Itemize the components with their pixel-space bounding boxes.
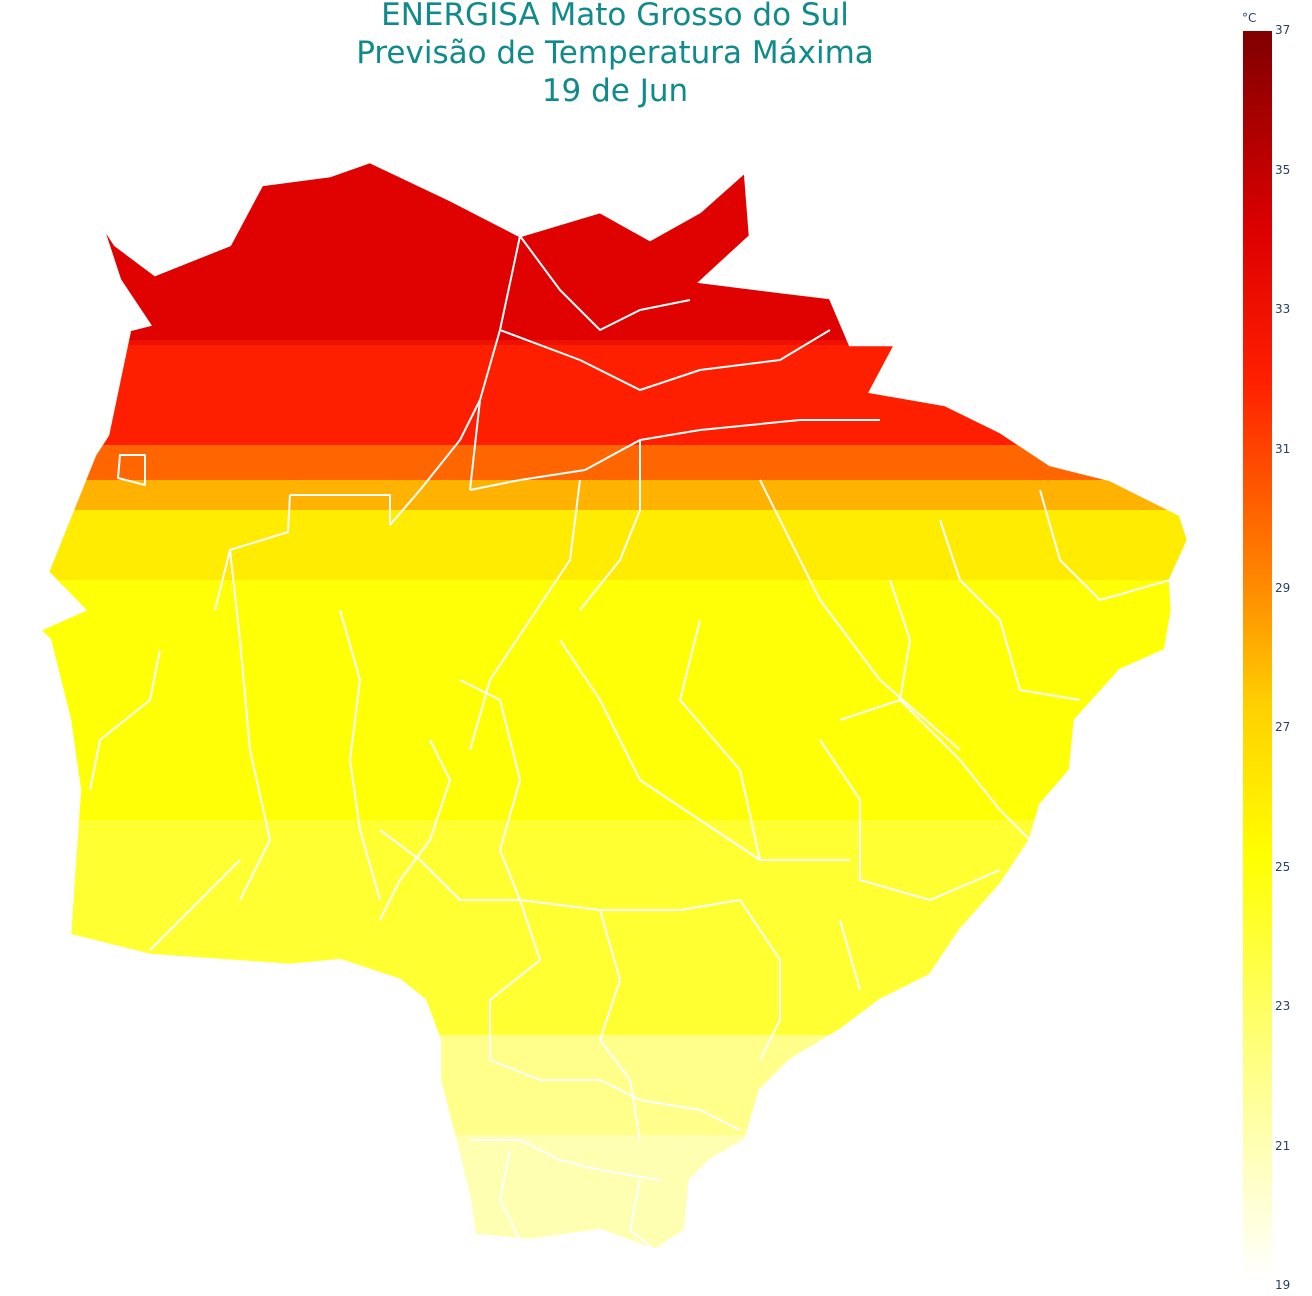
- municipality-border: [339, 609, 381, 901]
- colorbar-tick-label: 25: [1275, 860, 1291, 874]
- temperature-band: [40, 340, 1188, 345]
- colorbar-tick-label: 37: [1275, 23, 1291, 37]
- municipality-border: [759, 479, 961, 751]
- temperature-band: [40, 345, 1188, 445]
- municipality-border: [229, 549, 271, 901]
- municipality-border: [499, 329, 831, 391]
- municipality-border: [459, 679, 521, 901]
- municipality-border: [939, 519, 1081, 701]
- colorbar: [1243, 31, 1272, 1280]
- municipality-border: [214, 494, 291, 611]
- colorbar-tick-label: 19: [1275, 1278, 1291, 1292]
- municipality-border: [839, 919, 861, 991]
- municipality-border: [117, 454, 146, 486]
- municipality-border: [469, 235, 521, 491]
- municipality-border: [579, 440, 641, 611]
- municipality-border: [629, 1179, 656, 1251]
- municipality-border: [739, 899, 781, 1061]
- colorbar-tick-label: 35: [1275, 163, 1291, 177]
- municipality-border: [489, 899, 541, 1060]
- municipality-border: [559, 639, 761, 861]
- colorbar-unit-label: °C: [1242, 11, 1257, 25]
- temperature-band: [40, 1135, 1188, 1250]
- temperature-band: [40, 510, 1188, 580]
- temperature-band: [40, 1035, 1188, 1135]
- municipality-border: [519, 235, 691, 331]
- municipality-border: [470, 1139, 661, 1181]
- temperature-band: [40, 445, 1188, 480]
- temperature-bands: [40, 162, 1188, 1250]
- municipality-border: [839, 579, 911, 721]
- municipality-border: [819, 739, 1001, 901]
- colorbar-tick-label: 21: [1275, 1139, 1291, 1153]
- municipality-border: [499, 1149, 521, 1241]
- map-title-line-2: Previsão de Temperatura Máxima: [356, 35, 874, 71]
- colorbar-tick-label: 29: [1275, 581, 1291, 595]
- temperature-band: [40, 580, 1188, 820]
- temperature-band: [40, 480, 1188, 510]
- colorbar-tick-label: 31: [1275, 442, 1291, 456]
- municipality-border: [469, 479, 581, 751]
- municipality-border: [899, 699, 1031, 841]
- temperature-band: [40, 820, 1188, 1035]
- colorbar-tick-label: 23: [1275, 999, 1291, 1013]
- colorbar-tick-label: 27: [1275, 720, 1291, 734]
- municipality-border: [149, 859, 241, 951]
- municipality-border: [489, 1059, 741, 1131]
- municipality-border: [389, 399, 481, 526]
- municipality-border: [599, 909, 641, 1141]
- municipality-border: [679, 619, 850, 861]
- municipality-border: [89, 649, 161, 791]
- municipality-border: [1039, 489, 1171, 601]
- municipality-border: [379, 739, 451, 921]
- map-title-line-1: ENERGISA Mato Grosso do Sul: [381, 0, 849, 33]
- municipality-borders: [89, 235, 1171, 1251]
- colorbar-tick-label: 33: [1275, 302, 1291, 316]
- map-title-line-3: 19 de Jun: [541, 73, 689, 109]
- temperature-band: [40, 162, 1188, 340]
- municipality-border: [290, 494, 391, 525]
